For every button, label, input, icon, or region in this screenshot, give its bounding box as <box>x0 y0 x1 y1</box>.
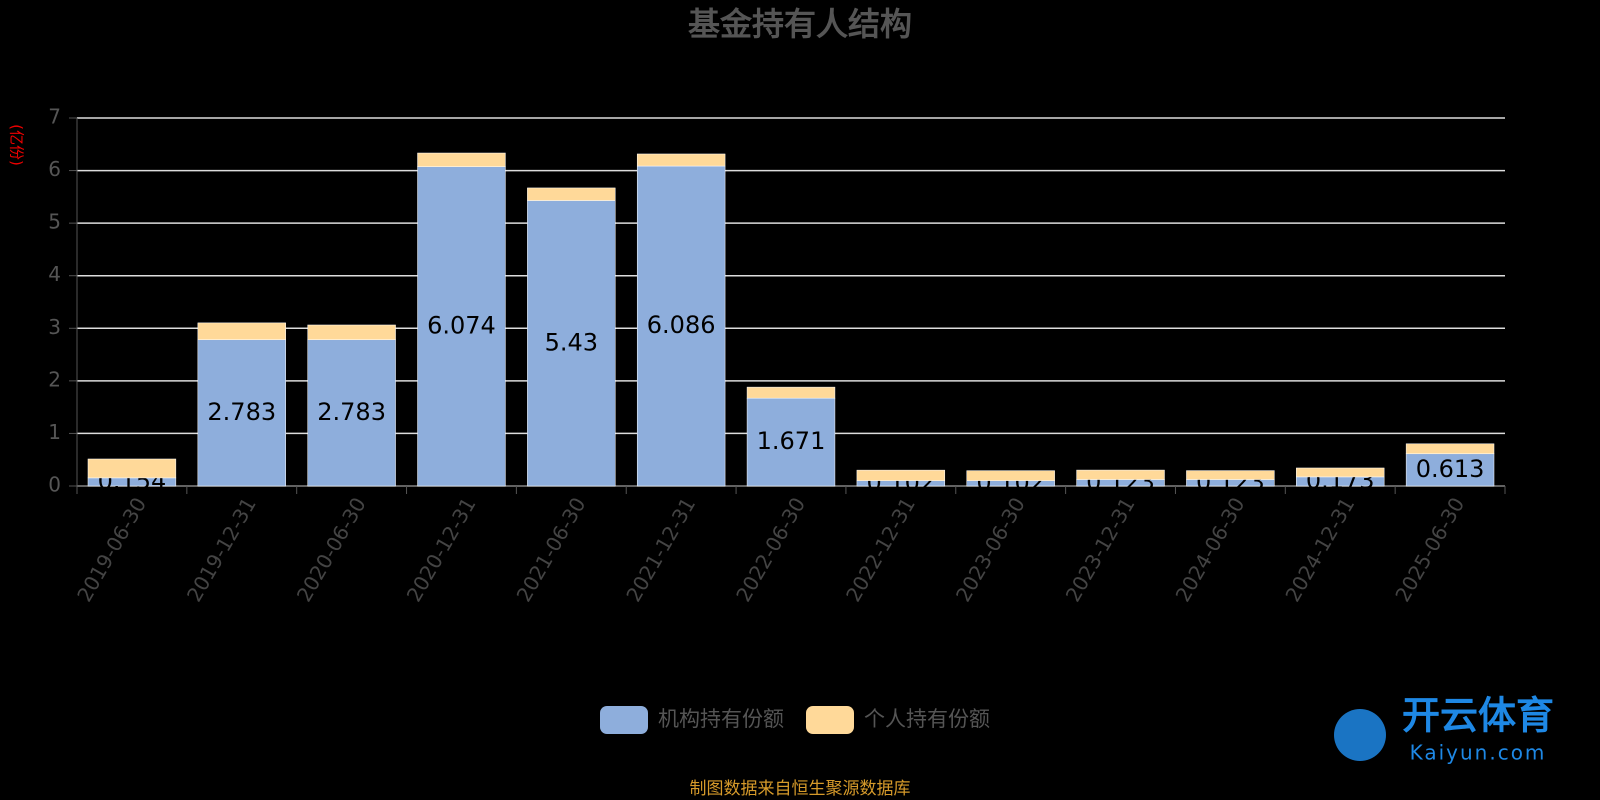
bar-segment <box>746 386 836 399</box>
data-label: 2.783 <box>207 398 276 426</box>
legend-swatch <box>806 706 854 734</box>
y-tick-label: 0 <box>48 473 61 497</box>
bar-segment <box>527 187 616 201</box>
y-tick-label: 4 <box>48 262 61 286</box>
legend-label: 个人持有份额 <box>864 707 990 731</box>
y-tick-label: 3 <box>48 315 61 339</box>
bar-segment <box>197 322 286 340</box>
bar-segment <box>307 324 396 340</box>
watermark-logo <box>1334 709 1386 761</box>
bar-segment <box>87 458 177 479</box>
legend-label: 机构持有份额 <box>658 707 784 731</box>
bar-segment <box>417 166 506 487</box>
bar-segment <box>966 470 1055 481</box>
watermark-name: 开云体育 <box>1402 694 1554 738</box>
data-label: 6.074 <box>427 311 496 339</box>
watermark-site: Kaiyun.com <box>1410 741 1547 765</box>
bar-segment <box>1296 467 1385 478</box>
bar-segment <box>307 339 396 487</box>
y-axis-unit: (亿份) <box>8 124 26 166</box>
source-note: 制图数据来自恒生聚源数据库 <box>690 779 911 799</box>
bar-segment <box>417 152 506 167</box>
bar-segment <box>1405 453 1495 487</box>
bar-segment <box>636 165 726 487</box>
bar-segment <box>856 469 946 481</box>
y-tick-label: 6 <box>48 157 61 181</box>
bar-segment <box>1076 469 1165 480</box>
bar-segment <box>636 153 726 167</box>
data-label: 0.613 <box>1416 455 1485 483</box>
bar-segment <box>746 397 836 487</box>
chart-title: 基金持有人结构 <box>688 5 912 43</box>
legend-swatch <box>600 706 648 734</box>
y-tick-label: 5 <box>48 210 61 234</box>
bar-segment <box>1405 443 1495 455</box>
bar-segment <box>197 339 286 487</box>
data-label: 2.783 <box>317 398 386 426</box>
y-tick-label: 7 <box>48 105 61 129</box>
bar-segment <box>1186 470 1275 480</box>
y-tick-label: 1 <box>48 420 61 444</box>
y-tick-label: 2 <box>48 367 61 391</box>
data-label: 5.43 <box>545 328 598 356</box>
watermark: 开云体育 Kaiyun.com <box>1334 694 1554 765</box>
data-label: 6.086 <box>647 311 716 339</box>
data-label: 1.671 <box>757 427 826 455</box>
